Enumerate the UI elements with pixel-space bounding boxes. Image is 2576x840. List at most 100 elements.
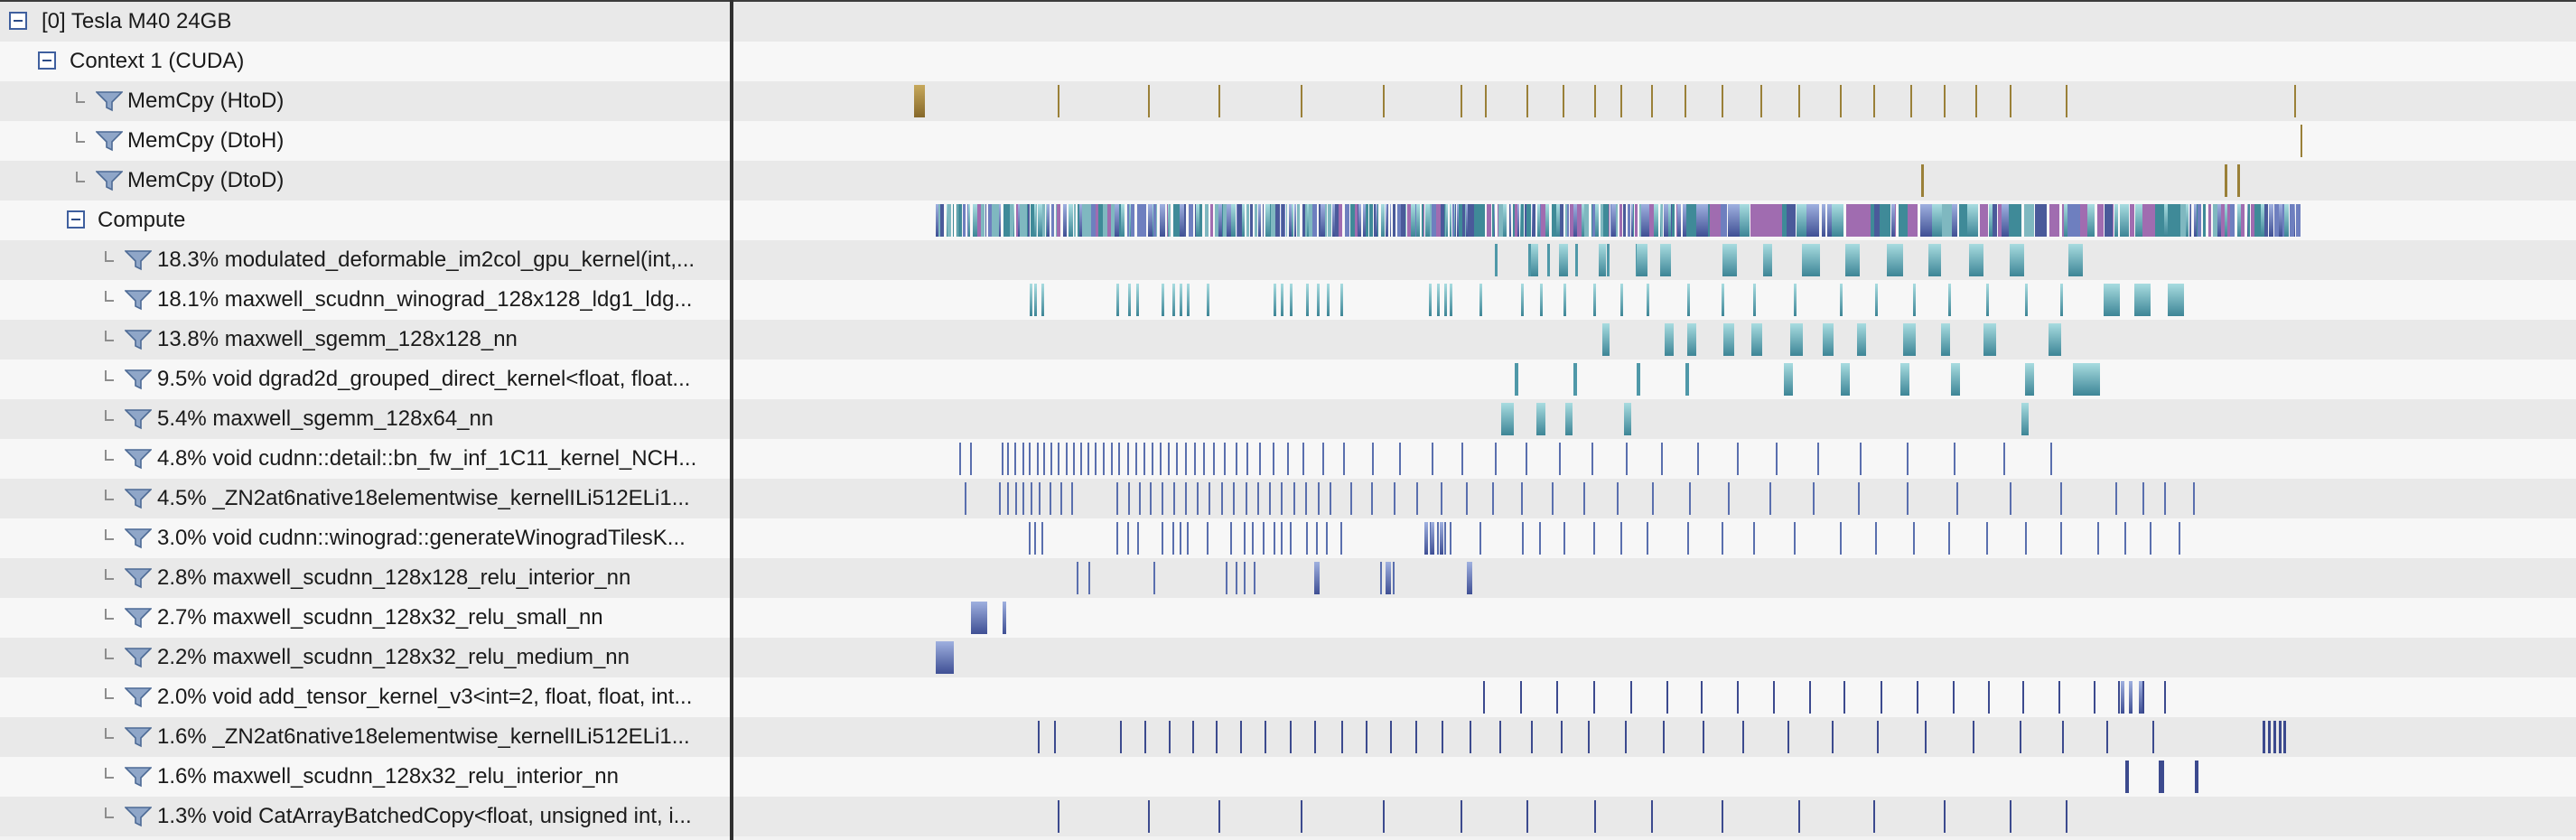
kernel-event[interactable] (1050, 482, 1051, 515)
kernel-event[interactable] (1003, 602, 1006, 634)
compute-event[interactable] (1387, 204, 1388, 237)
compute-event[interactable] (1611, 204, 1616, 237)
kernel-event[interactable] (1290, 522, 1292, 555)
kernel-event[interactable] (1607, 244, 1610, 276)
tree-row[interactable]: 2.2% maxwell_scudnn_128x32_relu_medium_n… (0, 638, 730, 677)
kernel-event[interactable] (1625, 721, 1627, 753)
compute-event[interactable] (2248, 204, 2250, 237)
compute-event[interactable] (1484, 204, 1485, 237)
compute-event[interactable] (1455, 204, 1456, 237)
tree-row[interactable]: Context 1 (CUDA) (0, 42, 730, 81)
compute-event[interactable] (1552, 204, 1556, 237)
kernel-event[interactable] (1192, 721, 1194, 753)
kernel-event[interactable] (1050, 443, 1052, 475)
compute-event[interactable] (1321, 204, 1322, 237)
compute-event[interactable] (1282, 204, 1283, 237)
kernel-event[interactable] (1432, 443, 1433, 475)
kernel-event[interactable] (1236, 562, 1237, 594)
kernel-event[interactable] (2049, 323, 2061, 356)
compute-event[interactable] (1038, 204, 1042, 237)
kernel-event[interactable] (1773, 681, 1775, 714)
kernel-event[interactable] (1536, 403, 1545, 435)
compute-event[interactable] (1363, 204, 1366, 237)
memcpy-htod-event[interactable] (1383, 85, 1385, 117)
compute-event[interactable] (1728, 204, 1740, 237)
kernel-event[interactable] (1637, 244, 1647, 276)
compute-event[interactable] (1998, 204, 2002, 237)
kernel-event[interactable] (2104, 284, 2120, 316)
compute-event[interactable] (2062, 204, 2064, 237)
kernel-event[interactable] (2010, 482, 2011, 515)
kernel-event[interactable] (2279, 721, 2282, 753)
kernel-event[interactable] (1944, 800, 1946, 833)
kernel-event[interactable] (1118, 443, 1120, 475)
compute-event[interactable] (1782, 204, 1786, 237)
compute-event[interactable] (1078, 204, 1079, 237)
compute-event[interactable] (1401, 204, 1405, 237)
compute-event[interactable] (1168, 204, 1169, 237)
kernel-event[interactable] (936, 641, 954, 674)
kernel-event[interactable] (2168, 284, 2184, 316)
compute-event[interactable] (1446, 204, 1448, 237)
compute-event[interactable] (2284, 204, 2289, 237)
compute-event[interactable] (1871, 204, 1874, 237)
kernel-event[interactable] (1983, 323, 1996, 356)
tree-row[interactable]: 2.7% maxwell_scudnn_128x32_relu_small_nn (0, 598, 730, 638)
compute-event[interactable] (1091, 204, 1096, 237)
kernel-event[interactable] (1917, 681, 1918, 714)
compute-event[interactable] (1180, 204, 1184, 237)
kernel-event[interactable] (2124, 522, 2126, 555)
kernel-event[interactable] (1224, 443, 1226, 475)
compute-event[interactable] (1503, 204, 1507, 237)
kernel-event[interactable] (1728, 482, 1730, 515)
kernel-event[interactable] (1840, 522, 1842, 555)
kernel-event[interactable] (1007, 482, 1009, 515)
kernel-event[interactable] (1095, 443, 1097, 475)
compute-event[interactable] (1056, 204, 1057, 237)
kernel-event[interactable] (2021, 403, 2029, 435)
tree-row[interactable]: 2.0% void add_tensor_kernel_v3<int=2, fl… (0, 677, 730, 717)
compute-event[interactable] (1307, 204, 1309, 237)
compute-event[interactable] (1405, 204, 1406, 237)
kernel-event[interactable] (1845, 244, 1860, 276)
kernel-event[interactable] (1314, 721, 1316, 753)
kernel-event[interactable] (1988, 681, 1990, 714)
compute-event[interactable] (1386, 204, 1387, 237)
kernel-event[interactable] (2010, 244, 2024, 276)
memcpy-htod-event[interactable] (1873, 85, 1875, 117)
compute-event[interactable] (1664, 204, 1668, 237)
kernel-event[interactable] (1753, 284, 1756, 316)
kernel-event[interactable] (1526, 800, 1528, 833)
compute-event[interactable] (1275, 204, 1280, 237)
kernel-event[interactable] (2106, 721, 2108, 753)
funnel-filter-icon[interactable] (125, 647, 152, 668)
kernel-event[interactable] (2115, 482, 2117, 515)
compute-event[interactable] (2197, 204, 2198, 237)
kernel-event[interactable] (2125, 761, 2129, 793)
compute-event[interactable] (967, 204, 968, 237)
compute-event[interactable] (1223, 204, 1227, 237)
kernel-event[interactable] (1573, 363, 1577, 396)
compute-event[interactable] (1079, 204, 1082, 237)
tree-row[interactable]: 1.6% _ZN2at6native18elementwise_kernelIL… (0, 717, 730, 757)
kernel-event[interactable] (1986, 284, 1989, 316)
kernel-event[interactable] (1495, 443, 1497, 475)
compute-event[interactable] (1592, 204, 1595, 237)
kernel-event[interactable] (1135, 443, 1137, 475)
kernel-event[interactable] (1547, 244, 1550, 276)
kernel-event[interactable] (1080, 443, 1082, 475)
kernel-event[interactable] (1429, 284, 1432, 316)
kernel-event[interactable] (1907, 482, 1909, 515)
kernel-event[interactable] (1776, 443, 1778, 475)
compute-event[interactable] (1762, 204, 1770, 237)
kernel-event[interactable] (1441, 482, 1442, 515)
kernel-event[interactable] (1007, 443, 1009, 475)
funnel-filter-icon[interactable] (96, 90, 123, 112)
compute-event[interactable] (1397, 204, 1401, 237)
kernel-event[interactable] (1887, 244, 1903, 276)
compute-event[interactable] (1470, 204, 1474, 237)
kernel-event[interactable] (1751, 323, 1762, 356)
compute-event[interactable] (2241, 204, 2245, 237)
compute-event[interactable] (1020, 204, 1022, 237)
compute-event[interactable] (1148, 204, 1153, 237)
